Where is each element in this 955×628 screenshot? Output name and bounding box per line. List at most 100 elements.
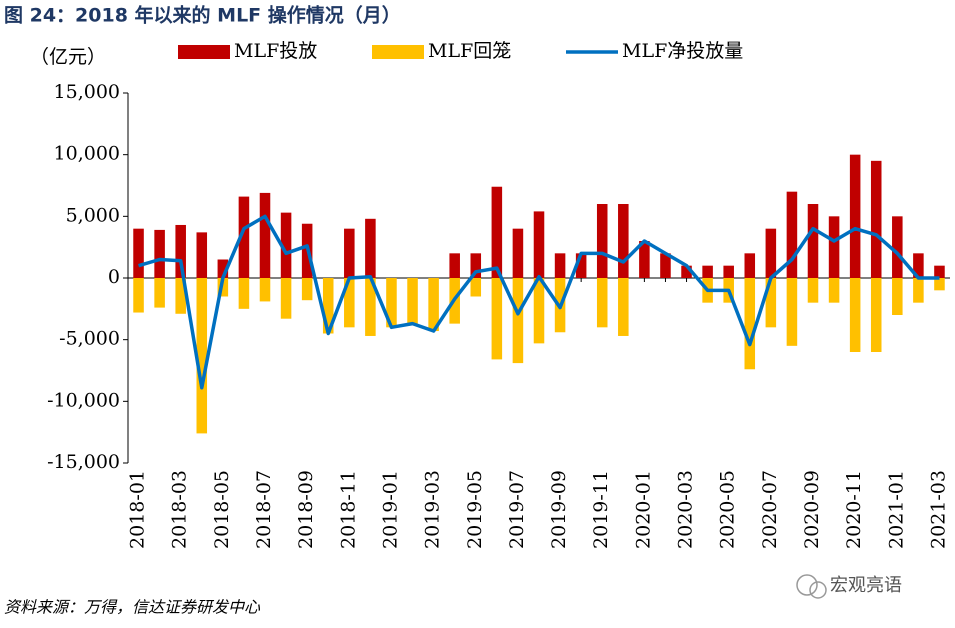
bar [639, 241, 650, 278]
legend-swatch [372, 45, 424, 59]
y-tick-label: 10,000 [54, 143, 120, 165]
x-tick-label: 2020-11 [843, 470, 865, 549]
bar [344, 228, 355, 278]
bar [470, 278, 482, 297]
bar [154, 278, 165, 308]
bar [723, 265, 734, 278]
bar [892, 216, 903, 278]
x-tick-label: 2018-05 [211, 470, 233, 549]
chart-title: 图 24：2018 年以来的 MLF 操作情况（月） [4, 4, 401, 27]
bar [892, 278, 903, 315]
bar [681, 265, 692, 278]
x-tick-label: 2020-09 [801, 470, 823, 549]
x-tick-label: 2019-07 [506, 470, 528, 549]
y-tick-label: -5,000 [59, 328, 120, 350]
legend-label: MLF净投放量 [622, 40, 743, 62]
legend-label: MLF投放 [234, 40, 317, 62]
bar [744, 253, 756, 278]
x-tick-label: 2019-09 [548, 470, 570, 549]
bar [596, 204, 608, 278]
bar [575, 253, 587, 278]
x-tick-label: 2019-01 [379, 470, 401, 549]
bar [934, 265, 945, 278]
bar [259, 278, 271, 302]
bar [744, 278, 756, 370]
bar [133, 228, 144, 278]
bar [491, 278, 503, 360]
bar [533, 211, 545, 278]
x-tick-label: 2018-03 [169, 470, 191, 549]
bar [301, 278, 313, 301]
bar [828, 216, 840, 278]
y-tick-label: -15,000 [47, 451, 120, 473]
x-tick-label: 2020-03 [675, 470, 697, 549]
unit-label: （亿元） [30, 46, 106, 68]
source: 资料来源：万得，信达证券研发中心 [4, 598, 261, 617]
bar [365, 218, 376, 278]
bar [702, 265, 713, 278]
y-tick-label: -10,000 [47, 389, 120, 411]
bar [238, 278, 250, 309]
x-tick-label: 2018-01 [127, 470, 149, 549]
watermark: 宏观亮语 [830, 575, 902, 596]
bar [259, 192, 271, 278]
legend-swatch [178, 45, 230, 59]
line [138, 214, 940, 390]
bar [849, 154, 861, 278]
x-tick-label: 2020-07 [759, 470, 781, 549]
x-tick-label: 2018-11 [337, 470, 359, 549]
bar [175, 224, 186, 278]
x-tick-label: 2019-05 [464, 470, 486, 549]
x-tick-label: 2020-05 [717, 470, 739, 549]
bar [470, 253, 482, 278]
watermark-icon [796, 574, 827, 599]
bar [133, 278, 144, 313]
bar [154, 229, 165, 278]
bar [280, 278, 292, 319]
bar [765, 228, 777, 278]
bar [196, 278, 208, 434]
x-tick-label: 2021-03 [927, 470, 949, 549]
bar [175, 278, 186, 314]
bar [217, 259, 229, 278]
bar [807, 278, 819, 303]
x-tick-label: 2018-09 [295, 470, 317, 549]
bar [449, 253, 460, 278]
bar [196, 232, 208, 278]
y-tick-label: 5,000 [66, 204, 120, 226]
bar [849, 278, 861, 352]
x-tick-label: 2021-01 [885, 470, 907, 549]
bar [344, 278, 355, 328]
bar [786, 278, 798, 346]
bar [554, 253, 566, 278]
bar [913, 253, 924, 278]
bar [428, 278, 439, 332]
bar [238, 196, 250, 278]
bar [512, 278, 524, 364]
bar [618, 278, 629, 336]
bar [870, 160, 882, 278]
bar [786, 191, 798, 278]
bar [596, 278, 608, 328]
bar [618, 204, 629, 278]
x-tick-label: 2019-03 [422, 470, 444, 549]
x-tick-label: 2020-01 [632, 470, 654, 549]
bar [934, 278, 945, 291]
bar [386, 278, 397, 328]
bar [533, 278, 545, 344]
bar [807, 204, 819, 278]
y-tick-label: 0 [108, 266, 120, 288]
bar [913, 278, 924, 303]
bar [407, 278, 418, 324]
bar [322, 278, 334, 334]
bar [491, 186, 503, 278]
bar [765, 278, 777, 328]
bar [660, 253, 671, 278]
legend-label: MLF回笼 [428, 40, 511, 62]
bar [828, 278, 840, 303]
bar [280, 212, 292, 278]
bar [870, 278, 882, 352]
bar [365, 278, 376, 336]
x-tick-label: 2018-07 [253, 470, 275, 549]
